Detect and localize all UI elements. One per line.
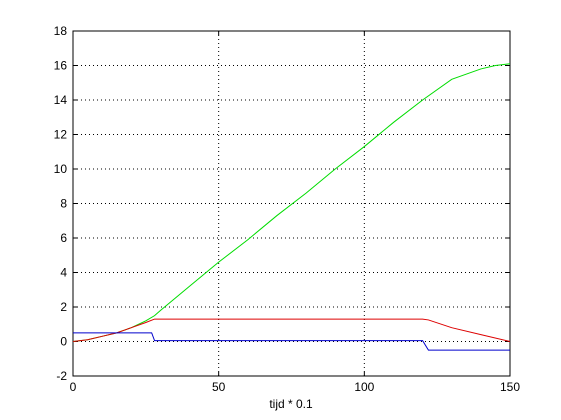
- series-line-3: [73, 332, 510, 351]
- x-axis-label: tijd * 0.1: [269, 397, 313, 411]
- y-tick-label: 4: [60, 266, 67, 280]
- y-tick-label: -2: [56, 369, 67, 383]
- x-tick-label: 50: [212, 380, 226, 394]
- y-tick-label: 12: [54, 128, 68, 142]
- y-tick-label: 2: [60, 300, 67, 314]
- y-tick-label: 0: [60, 335, 67, 349]
- x-tick-label: 0: [70, 380, 77, 394]
- gridlines: [73, 31, 510, 376]
- y-tick-label: 14: [54, 93, 68, 107]
- y-tick-label: 18: [54, 24, 68, 38]
- x-tick-label: 100: [354, 380, 374, 394]
- y-tick-label: 16: [54, 59, 68, 73]
- x-tick-label: 150: [500, 380, 520, 394]
- axis-ticks: [72, 30, 511, 377]
- series-layer: [72, 63, 511, 351]
- y-tick-label: 10: [54, 162, 68, 176]
- y-tick-label: 8: [60, 197, 67, 211]
- y-tick-label: 6: [60, 231, 67, 245]
- series-line-2: [72, 318, 511, 342]
